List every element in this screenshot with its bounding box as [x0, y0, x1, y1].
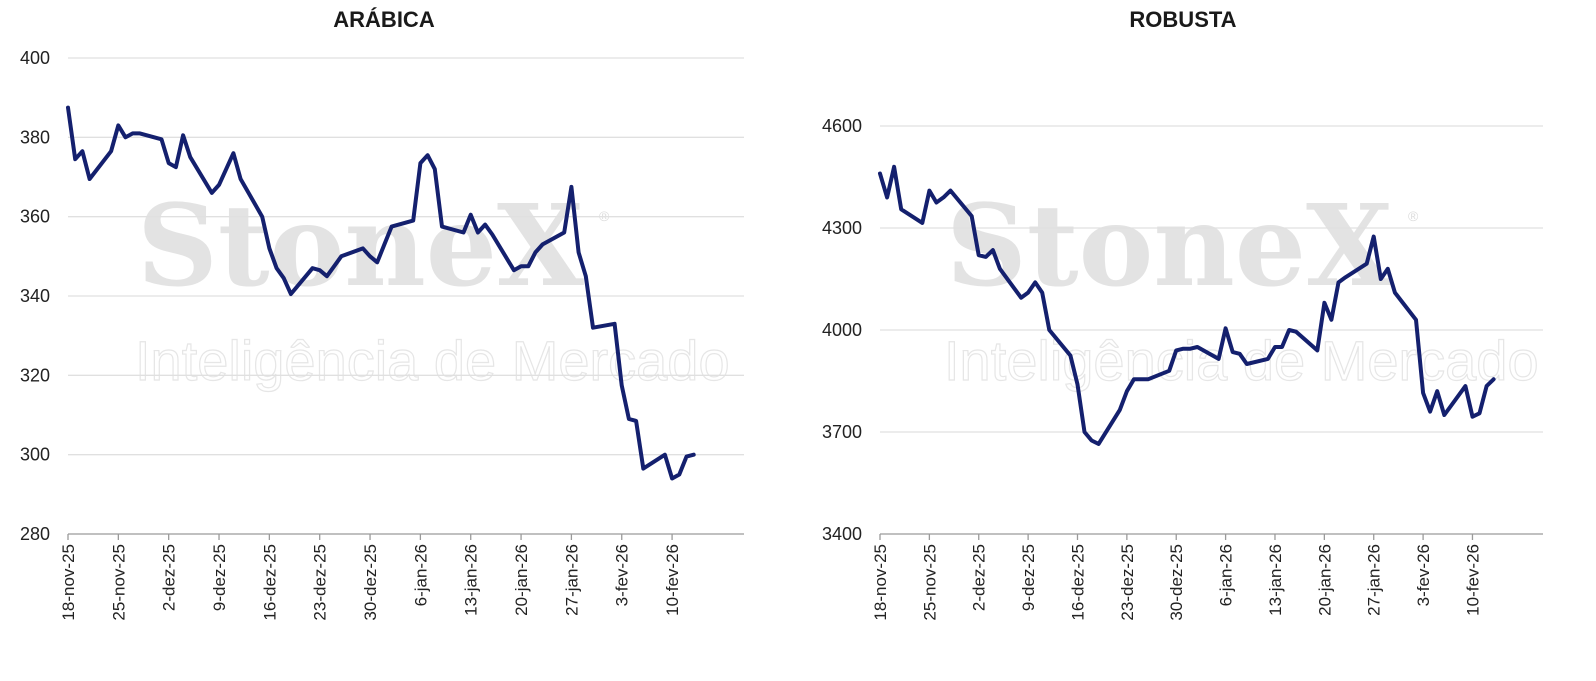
x-tick-label: 2-dez-25 [160, 544, 179, 611]
y-tick-label: 320 [20, 365, 50, 385]
x-tick-label: 10-fev-26 [1463, 544, 1482, 616]
x-tick-label: 6-jan-26 [1217, 544, 1236, 606]
x-tick-label: 6-jan-26 [411, 544, 430, 606]
x-tick-label: 13-jan-26 [1266, 544, 1285, 616]
x-tick-label: 2-dez-25 [970, 544, 989, 611]
y-tick-label: 4000 [822, 320, 862, 340]
y-tick-label: 4300 [822, 218, 862, 238]
x-tick-label: 18-nov-25 [871, 544, 890, 621]
y-tick-label: 280 [20, 524, 50, 544]
robusta-watermark: StoneX ® Inteligência de Mercado [943, 181, 1539, 393]
y-tick-label: 300 [20, 445, 50, 465]
robusta-title: ROBUSTA [1129, 7, 1236, 32]
y-tick-label: 380 [20, 127, 50, 147]
arabica-price-line [66, 105, 696, 481]
arabica-title: ARÁBICA [333, 7, 435, 32]
x-tick-label: 13-jan-26 [462, 544, 481, 616]
x-tick-label: 20-jan-26 [512, 544, 531, 616]
y-tick-label: 3400 [822, 524, 862, 544]
y-tick-label: 360 [20, 207, 50, 227]
watermark-registered: ® [599, 208, 610, 224]
arabica-watermark: StoneX ® Inteligência de Mercado [134, 181, 730, 393]
x-tick-label: 23-dez-25 [311, 544, 330, 621]
x-tick-label: 30-dez-25 [1167, 544, 1186, 621]
x-tick-label: 16-dez-25 [260, 544, 279, 621]
y-tick-label: 3700 [822, 422, 862, 442]
arabica-chart: StoneX ® Inteligência de Mercado ARÁBICA 280… [20, 7, 744, 621]
x-tick-label: 16-dez-25 [1068, 544, 1087, 621]
watermark-tagline: Inteligência de Mercado [944, 329, 1539, 392]
watermark-registered: ® [1408, 208, 1419, 224]
x-tick-label: 10-fev-26 [663, 544, 682, 616]
x-tick-label: 18-nov-25 [59, 544, 78, 621]
y-tick-label: 400 [20, 48, 50, 68]
watermark-brand: StoneX [946, 181, 1393, 312]
y-tick-label: 340 [20, 286, 50, 306]
watermark-tagline: Inteligência de Mercado [135, 329, 730, 392]
robusta-chart: StoneX ® Inteligência de Mercado ROBUSTA 340… [822, 7, 1543, 621]
x-tick-label: 25-nov-25 [920, 544, 939, 621]
x-tick-label: 20-jan-26 [1315, 544, 1334, 616]
x-tick-label: 25-nov-25 [109, 544, 128, 621]
x-tick-label: 23-dez-25 [1118, 544, 1137, 621]
robusta-price-line [878, 164, 1496, 446]
x-tick-label: 3-fev-26 [1414, 544, 1433, 606]
x-tick-label: 27-jan-26 [562, 544, 581, 616]
x-tick-label: 9-dez-25 [1019, 544, 1038, 611]
x-tick-label: 30-dez-25 [361, 544, 380, 621]
x-tick-label: 3-fev-26 [613, 544, 632, 606]
x-tick-label: 27-jan-26 [1365, 544, 1384, 616]
watermark-brand: StoneX [137, 181, 584, 312]
x-tick-label: 9-dez-25 [210, 544, 229, 611]
y-tick-label: 4600 [822, 116, 862, 136]
